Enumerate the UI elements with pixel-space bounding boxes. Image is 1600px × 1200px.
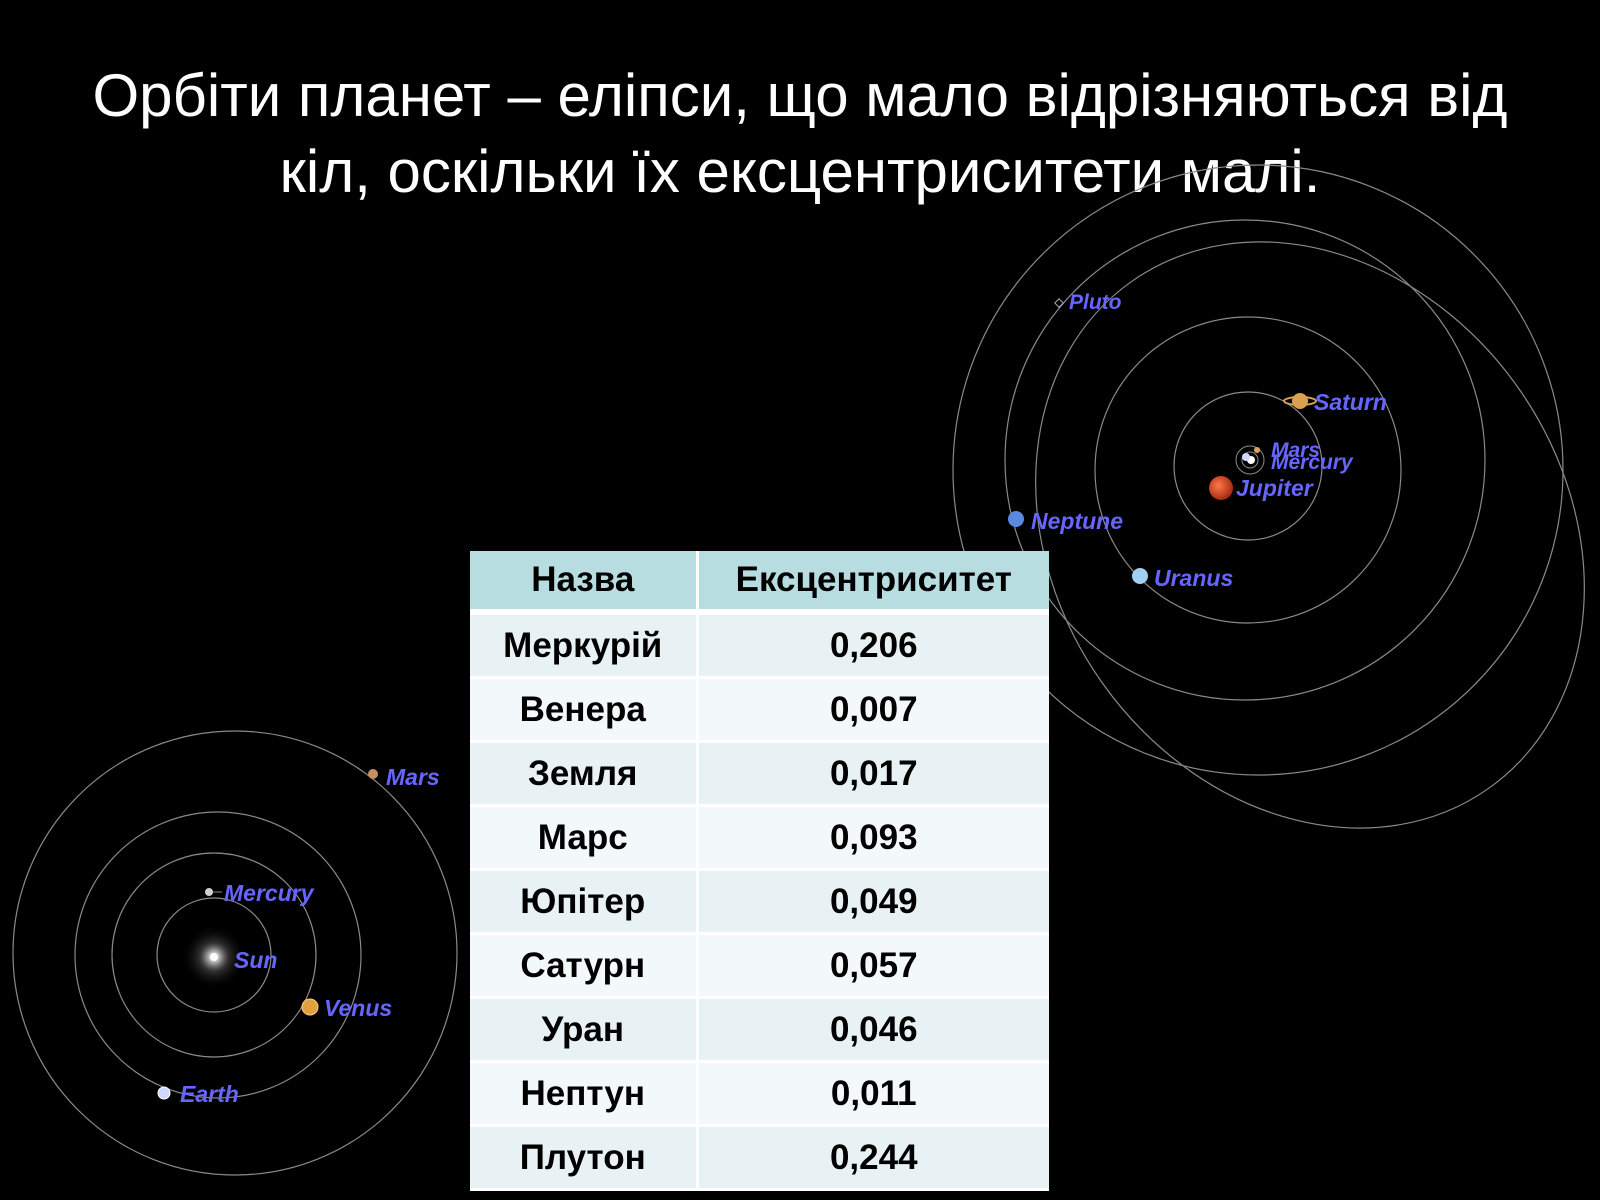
inner-solar-system-diagram: Sun Mercury Venus Earth Mars: [12, 730, 458, 1176]
outer-label-jupiter: Jupiter: [1236, 475, 1314, 501]
table-cell-eccentricity: 0,244: [697, 1125, 1049, 1191]
table-cell-planet: Юпітер: [470, 869, 699, 935]
table-row: Земля 0,017: [470, 741, 1049, 807]
outer-orbit-saturn: [1094, 316, 1402, 624]
outer-label-uranus: Uranus: [1154, 565, 1233, 591]
table-cell-planet: Нептун: [470, 1061, 699, 1127]
slide-title-line-1: Орбіти планет – еліпси, що мало відрізня…: [92, 62, 1508, 129]
table-cell-eccentricity: 0,206: [697, 612, 1049, 679]
table-cell-eccentricity: 0,049: [697, 869, 1049, 935]
table-cell-eccentricity: 0,057: [697, 933, 1049, 999]
eccentricity-table: Назва Ексцентриситет Меркурій 0,206 Вене…: [470, 551, 1049, 1191]
outer-label-pluto: Pluto: [1069, 291, 1122, 314]
outer-earth-icon: [1242, 453, 1250, 461]
inner-label-earth: Earth: [180, 1081, 239, 1107]
table-row: Венера 0,007: [470, 677, 1049, 743]
table-cell-planet: Земля: [470, 741, 699, 807]
inner-label-sun: Sun: [234, 947, 277, 973]
slide-title: Орбіти планет – еліпси, що мало відрізня…: [0, 58, 1600, 210]
outer-orbit-jupiter: [1173, 391, 1323, 541]
inner-label-mars: Mars: [386, 764, 440, 790]
outer-inner-orbits-icon-2: [1241, 451, 1259, 469]
table-cell-planet: Уран: [470, 997, 699, 1063]
mercury-icon: [205, 888, 213, 896]
inner-orbit-mercury: [156, 897, 272, 1013]
table-header-row: Назва Ексцентриситет: [470, 551, 1049, 615]
outer-solar-system-diagram: Mars Mercury Jupiter Saturn Neptune Uran…: [952, 164, 1585, 829]
table-cell-planet: Меркурій: [470, 612, 699, 679]
jupiter-icon: [1209, 476, 1233, 500]
outer-label-saturn: Saturn: [1314, 389, 1387, 415]
venus-icon: [301, 998, 319, 1016]
table-cell-eccentricity: 0,046: [697, 997, 1049, 1063]
inner-label-venus: Venus: [324, 995, 392, 1021]
uranus-icon: [1132, 568, 1148, 584]
table-row: Плутон 0,244: [470, 1125, 1049, 1191]
outer-orbit-neptune: [952, 164, 1564, 776]
neptune-icon: [1008, 511, 1024, 527]
earth-icon: [157, 1086, 171, 1100]
outer-orbit-pluto: [1035, 241, 1585, 829]
table-row: Нептун 0,011: [470, 1061, 1049, 1127]
saturn-icon: [1292, 393, 1308, 409]
table-row: Меркурій 0,206: [470, 612, 1049, 679]
table-row: Уран 0,046: [470, 997, 1049, 1063]
inner-orbit-venus: [111, 852, 317, 1058]
table-cell-planet: Марс: [470, 805, 699, 871]
table-row: Марс 0,093: [470, 805, 1049, 871]
slide-title-line-2: кіл, оскільки їх ексцентриситети малі.: [279, 138, 1321, 205]
table-header-eccentricity: Ексцентриситет: [697, 551, 1049, 615]
table-cell-planet: Венера: [470, 677, 699, 743]
outer-inner-orbits-icon: [1235, 445, 1265, 475]
inner-label-mercury: Mercury: [224, 880, 315, 906]
mars-icon: [368, 769, 378, 779]
table-row: Сатурн 0,057: [470, 933, 1049, 999]
table-cell-planet: Плутон: [470, 1125, 699, 1191]
table-cell-eccentricity: 0,093: [697, 805, 1049, 871]
table-cell-eccentricity: 0,007: [697, 677, 1049, 743]
table-row: Юпітер 0,049: [470, 869, 1049, 935]
outer-label-neptune: Neptune: [1031, 508, 1123, 534]
table-cell-eccentricity: 0,017: [697, 741, 1049, 807]
outer-mars-icon: [1254, 447, 1260, 453]
outer-label-mercury: Mercury: [1271, 451, 1354, 474]
outer-orbit-uranus: [1004, 219, 1486, 701]
inner-orbit-earth: [74, 811, 362, 1099]
inner-orbit-mars: [12, 730, 458, 1176]
outer-label-mars: Mars: [1271, 439, 1320, 462]
table-cell-eccentricity: 0,011: [697, 1061, 1049, 1127]
table-cell-planet: Сатурн: [470, 933, 699, 999]
pluto-icon: [1054, 298, 1064, 308]
table-header-name: Назва: [470, 551, 699, 615]
sun-core-icon: [210, 953, 218, 961]
